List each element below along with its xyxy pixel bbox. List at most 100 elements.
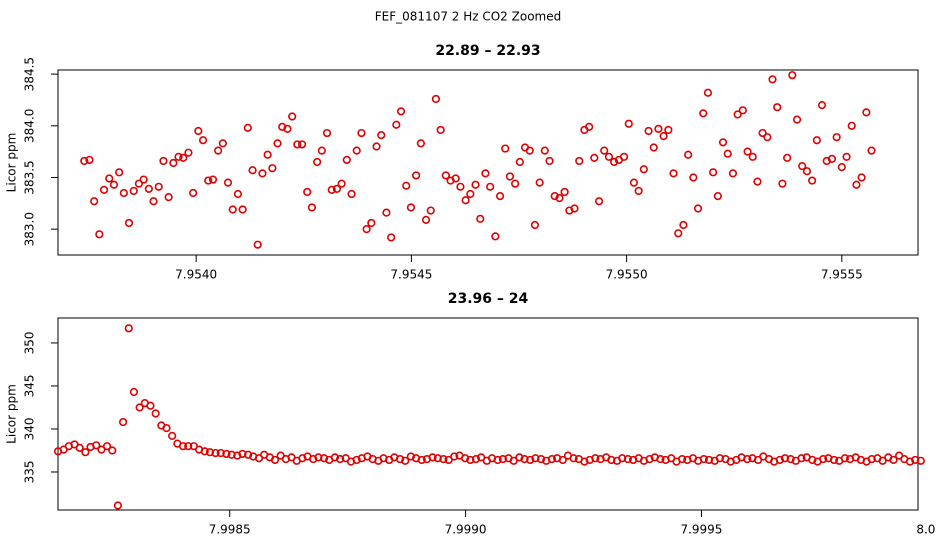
data-point (591, 454, 600, 463)
data-point (258, 169, 267, 178)
panel-title: 22.89 – 22.93 (435, 43, 540, 59)
data-point (570, 204, 579, 213)
data-point (159, 156, 168, 166)
data-point (693, 204, 703, 213)
data-point (436, 125, 445, 135)
data-point (808, 455, 817, 465)
data-point (590, 153, 599, 162)
data-point (477, 453, 486, 462)
y-tick-label: 350 (23, 331, 37, 354)
data-point (852, 180, 861, 189)
data-point (135, 403, 144, 412)
data-point (798, 162, 807, 171)
data-point (227, 450, 236, 459)
data-point (444, 455, 453, 465)
data-point (699, 109, 708, 118)
data-point (174, 152, 183, 161)
data-point (569, 454, 578, 463)
data-point (134, 179, 144, 188)
data-point (431, 94, 441, 104)
data-point (382, 208, 391, 217)
data-point (802, 167, 812, 176)
data-point (753, 177, 762, 186)
data-point (283, 124, 292, 134)
data-point (471, 180, 480, 189)
data-point (216, 448, 225, 458)
data-point (889, 455, 898, 465)
data-point (842, 152, 851, 161)
data-point (847, 121, 856, 130)
data-point (540, 146, 549, 155)
data-point (600, 146, 609, 155)
data-point (263, 150, 272, 159)
data-point (392, 120, 401, 129)
data-point (654, 124, 663, 134)
data-point (105, 174, 114, 183)
data-point (80, 156, 89, 166)
y-tick-label: 345 (23, 375, 37, 398)
y-tick-label: 340 (23, 418, 37, 441)
data-point (401, 456, 410, 465)
data-point (639, 165, 648, 174)
x-tick-label: 7.9545 (390, 268, 432, 282)
data-point (456, 182, 465, 191)
data-point (416, 139, 425, 148)
data-point (168, 431, 177, 440)
data-point (218, 139, 227, 148)
data-point (124, 218, 134, 228)
x-tick-label: 7.9995 (680, 523, 722, 537)
data-point (530, 220, 540, 230)
data-point (575, 156, 584, 166)
y-tick-label: 335 (23, 461, 37, 484)
data-point (164, 193, 173, 202)
y-axis-label: Licor ppm (5, 133, 19, 193)
data-point (151, 409, 160, 418)
data-point (439, 454, 448, 464)
data-point (878, 456, 887, 465)
data-point (555, 194, 564, 203)
data-point (808, 176, 817, 185)
data-point (768, 75, 777, 84)
y-tick-label: 383.5 (23, 160, 37, 194)
data-point (867, 146, 876, 155)
data-point (509, 456, 518, 465)
data-point (109, 180, 119, 189)
data-point (92, 441, 101, 450)
data-point (780, 454, 790, 463)
data-point (433, 454, 442, 463)
data-point (406, 203, 416, 212)
y-tick-label: 384.0 (23, 109, 37, 143)
data-point (244, 450, 253, 459)
data-point (525, 146, 534, 155)
data-point (743, 147, 752, 156)
data-point (194, 126, 203, 136)
data-point (297, 140, 307, 149)
x-tick-label: 7.9550 (606, 268, 648, 282)
data-point (775, 455, 784, 465)
x-tick-label: 7.9555 (821, 268, 863, 282)
data-point (610, 157, 619, 167)
data-point (684, 150, 693, 159)
data-point (515, 157, 524, 167)
data-point (426, 206, 435, 215)
data-point (669, 169, 678, 178)
data-point (535, 178, 544, 187)
data-point (748, 152, 757, 161)
data-point (377, 131, 386, 140)
plot-frame (57, 317, 919, 511)
data-point (526, 455, 535, 465)
data-point (867, 454, 876, 464)
data-point (840, 454, 849, 463)
y-tick-label: 384.5 (23, 57, 37, 91)
data-point (491, 232, 500, 241)
data-point (733, 110, 742, 119)
data-point (95, 230, 104, 239)
data-point (288, 112, 297, 121)
data-point (317, 146, 326, 155)
data-point (108, 446, 117, 455)
data-point (205, 448, 215, 457)
data-point (298, 454, 307, 463)
data-point (146, 401, 155, 410)
data-point (198, 136, 208, 145)
data-point (154, 182, 163, 191)
